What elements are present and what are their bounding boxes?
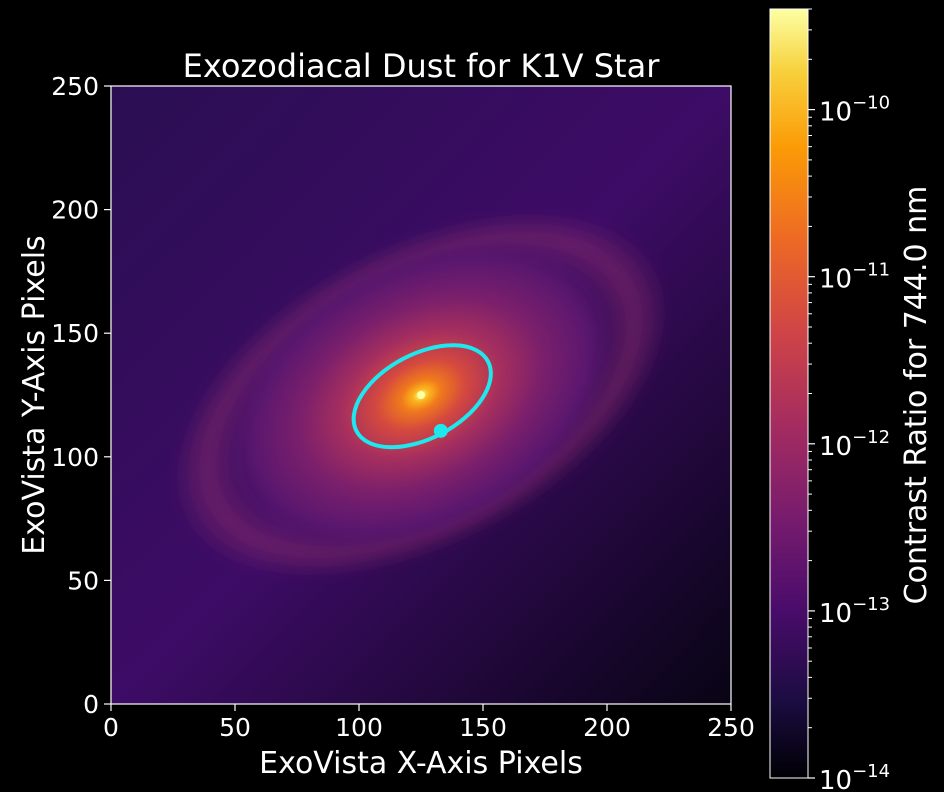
chart-title: Exozodiacal Dust for K1V Star xyxy=(183,47,661,85)
planet-marker xyxy=(433,423,448,438)
colorbar-tick-label: 10−14 xyxy=(819,761,890,792)
x-tick-label: 250 xyxy=(707,713,755,742)
y-axis-label: ExoVista Y-Axis Pixels xyxy=(17,235,52,554)
y-tick-label: 50 xyxy=(67,566,99,595)
dust-image xyxy=(111,86,731,704)
x-axis-ticks: 0 50 100 150 200 250 xyxy=(103,704,755,742)
orbit-layer xyxy=(351,343,493,450)
y-tick-label: 100 xyxy=(51,443,99,472)
y-tick-label: 150 xyxy=(51,319,99,348)
x-tick-label: 100 xyxy=(335,713,383,742)
colorbar-tick-label: 10−10 xyxy=(819,93,890,128)
y-tick-label: 250 xyxy=(51,72,99,101)
star-core xyxy=(417,391,425,399)
colorbar-tick-label: 10−11 xyxy=(819,260,890,295)
y-axis-ticks: 0 50 100 150 200 250 xyxy=(51,72,111,719)
y-tick-label: 200 xyxy=(51,196,99,225)
plot-frame xyxy=(110,85,732,705)
x-tick-label: 50 xyxy=(219,713,251,742)
y-tick-label: 0 xyxy=(83,690,99,719)
colorbar-ticks: 10−10 10−11 10−12 10−13 10−14 xyxy=(808,8,890,792)
x-tick-label: 0 xyxy=(103,713,119,742)
colorbar-label: Contrast Ratio for 744.0 nm xyxy=(899,186,934,605)
x-tick-label: 200 xyxy=(583,713,631,742)
colorbar-tick-label: 10−13 xyxy=(819,594,890,629)
colorbar-tick-label: 10−12 xyxy=(819,427,890,462)
x-axis-label: ExoVista X-Axis Pixels xyxy=(259,746,583,781)
colorbar xyxy=(769,8,809,779)
x-tick-label: 150 xyxy=(459,713,507,742)
